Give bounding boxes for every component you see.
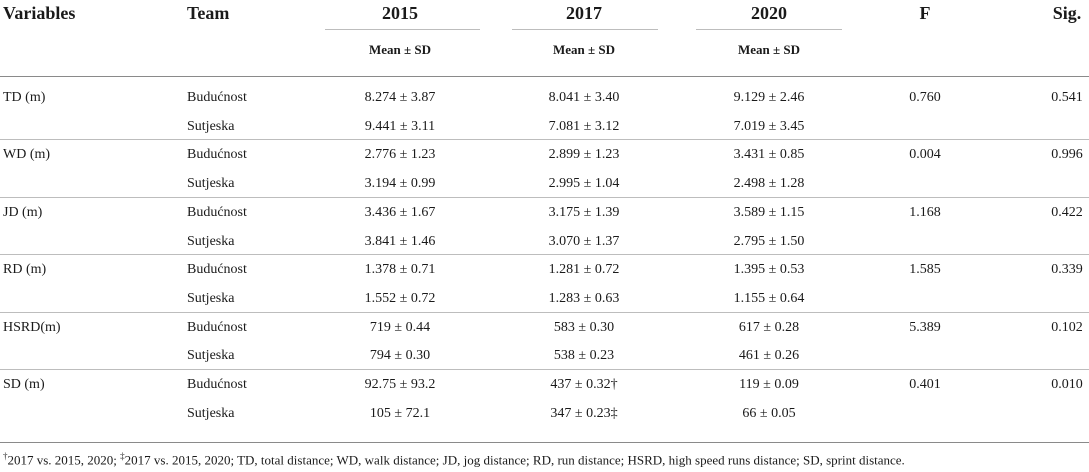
value-2020: 66 ± 0.05 <box>742 405 796 421</box>
value-2015: 9.441 ± 3.11 <box>364 118 436 134</box>
value-2015: 3.436 ± 1.67 <box>364 204 436 220</box>
value-2017: 583 ± 0.30 <box>553 319 615 335</box>
team-name: Budućnost <box>187 147 247 163</box>
team-name: Sutjeska <box>187 405 235 421</box>
variable-label: RD (m) <box>3 262 47 278</box>
value-2017: 1.281 ± 0.72 <box>548 262 620 278</box>
value-2017: 3.070 ± 1.37 <box>548 233 620 249</box>
header-sig: Sig. <box>1052 3 1082 23</box>
variable-label: JD (m) <box>3 204 43 220</box>
value-2017: 1.283 ± 0.63 <box>548 290 620 306</box>
group-divider <box>0 139 1089 141</box>
footnote-text-1: 2017 vs. 2015, 2020; <box>7 452 121 468</box>
footnote-double-dagger: ‡ <box>120 451 125 461</box>
value-2017: 347 ± 0.23‡ <box>550 405 618 421</box>
value-2020: 1.155 ± 0.64 <box>733 290 805 306</box>
variable-label: SD (m) <box>3 377 45 392</box>
footnote-text-2: 2017 vs. 2015, 2020; TD, total distance;… <box>124 452 905 468</box>
header-f: F <box>919 3 931 23</box>
value-2017: 8.041 ± 3.40 <box>548 90 620 105</box>
value-2017: 2.995 ± 1.04 <box>548 176 620 192</box>
team-name: Budućnost <box>187 262 247 278</box>
value-2017: 3.175 ± 1.39 <box>548 204 620 220</box>
variable-label: WD (m) <box>3 147 51 163</box>
value-2015: 1.378 ± 0.71 <box>364 262 436 278</box>
value-2020: 9.129 ± 2.46 <box>733 90 805 105</box>
f-value: 0.004 <box>909 147 941 163</box>
value-2017: 437 ± 0.32† <box>550 377 618 392</box>
team-name: Budućnost <box>187 204 247 220</box>
value-2020: 2.498 ± 1.28 <box>733 176 805 192</box>
value-2020: 617 ± 0.28 <box>738 319 800 335</box>
team-name: Sutjeska <box>187 290 235 306</box>
sig-value: 0.102 <box>1051 319 1083 335</box>
year-2020-rule <box>696 29 842 30</box>
group-divider <box>0 311 1089 313</box>
value-2015: 719 ± 0.44 <box>369 319 431 335</box>
header-bottom-rule <box>0 76 1089 77</box>
value-2015: 2.776 ± 1.23 <box>364 147 436 163</box>
header-team: Team <box>187 3 230 23</box>
value-2020: 119 ± 0.09 <box>739 377 799 392</box>
team-name: Sutjeska <box>187 176 235 192</box>
value-2020: 7.019 ± 3.45 <box>733 118 805 134</box>
header-2020: 2020 <box>751 3 787 23</box>
header-variables: Variables <box>3 3 76 23</box>
value-2020: 3.431 ± 0.85 <box>733 147 805 163</box>
team-name: Budućnost <box>187 90 247 105</box>
value-2015: 3.194 ± 0.99 <box>364 176 436 192</box>
value-2015: 8.274 ± 3.87 <box>364 90 436 105</box>
f-value: 1.168 <box>909 204 941 220</box>
year-2017-rule <box>512 29 658 30</box>
year-2015-rule <box>325 29 480 30</box>
f-value: 1.585 <box>909 262 941 278</box>
sig-value: 0.422 <box>1051 204 1083 220</box>
value-2017: 7.081 ± 3.12 <box>548 118 620 134</box>
value-2015: 3.841 ± 1.46 <box>364 233 436 249</box>
group-divider <box>0 254 1089 256</box>
subheader-2017: Mean ± SD <box>552 42 616 57</box>
footnote-dagger: † <box>3 451 8 461</box>
value-2015: 794 ± 0.30 <box>369 348 431 364</box>
variable-label: TD (m) <box>3 90 46 105</box>
header-2015: 2015 <box>382 3 418 23</box>
subheader-2015: Mean ± SD <box>368 42 432 57</box>
value-2020: 3.589 ± 1.15 <box>733 204 805 220</box>
value-2020: 2.795 ± 1.50 <box>733 233 805 249</box>
group-divider <box>0 369 1089 370</box>
value-2015: 105 ± 72.1 <box>369 405 431 421</box>
value-2015: 1.552 ± 0.72 <box>364 290 436 306</box>
f-value: 5.389 <box>909 319 941 335</box>
table-bottom-rule <box>0 442 1089 443</box>
value-2020: 1.395 ± 0.53 <box>733 262 805 278</box>
variable-label: HSRD(m) <box>3 319 61 335</box>
sig-value: 0.996 <box>1051 147 1083 163</box>
header-2017: 2017 <box>566 3 602 23</box>
sig-value: 0.339 <box>1051 262 1083 278</box>
team-name: Sutjeska <box>187 233 235 249</box>
footnote: †2017 vs. 2015, 2020; ‡2017 vs. 2015, 20… <box>3 451 905 468</box>
value-2017: 538 ± 0.23 <box>553 348 615 364</box>
team-name: Sutjeska <box>187 348 235 364</box>
value-2015: 92.75 ± 93.2 <box>364 377 436 392</box>
sig-value: 0.541 <box>1051 90 1083 105</box>
sig-value: 0.010 <box>1051 377 1083 392</box>
value-2020: 461 ± 0.26 <box>738 348 800 364</box>
f-value: 0.401 <box>909 377 941 392</box>
f-value: 0.760 <box>909 90 941 105</box>
group-divider <box>0 196 1089 198</box>
team-name: Sutjeska <box>187 118 235 134</box>
team-name: Budućnost <box>187 377 247 392</box>
team-name: Budućnost <box>187 319 247 335</box>
value-2017: 2.899 ± 1.23 <box>548 147 620 163</box>
subheader-2020: Mean ± SD <box>737 42 801 57</box>
